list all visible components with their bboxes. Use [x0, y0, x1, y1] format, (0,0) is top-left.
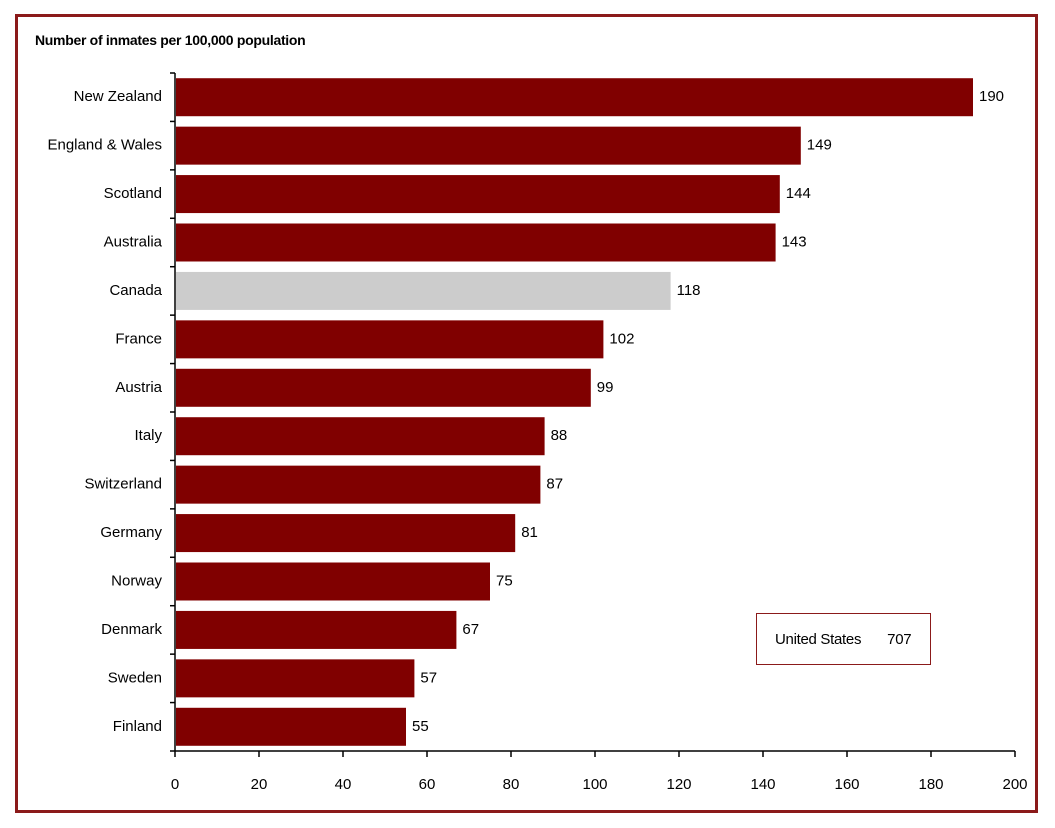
- bar: [176, 562, 490, 601]
- category-label: Austria: [115, 379, 162, 396]
- category-label: Canada: [109, 282, 162, 299]
- bar: [176, 78, 973, 117]
- bar: [176, 610, 457, 649]
- data-label: 75: [496, 572, 513, 589]
- x-tick-label: 20: [251, 776, 268, 793]
- bar: [176, 320, 604, 359]
- bar: [176, 465, 541, 504]
- x-tick-label: 180: [918, 776, 943, 793]
- category-label: Switzerland: [84, 476, 162, 493]
- category-label: Norway: [111, 572, 162, 589]
- category-label: France: [115, 330, 162, 347]
- category-label: Denmark: [101, 621, 162, 638]
- x-tick-label: 140: [750, 776, 775, 793]
- bar: [176, 417, 545, 456]
- bar: [176, 368, 591, 407]
- data-label: 87: [546, 476, 563, 493]
- united-states-annotation: United States 707: [756, 613, 931, 665]
- data-label: 149: [807, 137, 832, 154]
- data-label: 118: [677, 282, 701, 299]
- data-label: 190: [979, 88, 1004, 105]
- bar: [176, 175, 780, 214]
- data-label: 99: [597, 379, 614, 396]
- bar: [176, 126, 801, 165]
- category-label: Scotland: [104, 185, 162, 202]
- bar: [176, 707, 406, 746]
- x-tick-label: 60: [419, 776, 436, 793]
- bar: [176, 271, 671, 310]
- x-tick-label: 100: [582, 776, 607, 793]
- x-tick-label: 120: [666, 776, 691, 793]
- data-label: 102: [609, 330, 634, 347]
- chart-title: Number of inmates per 100,000 population: [35, 32, 306, 48]
- category-label: Australia: [104, 233, 163, 250]
- category-label: Finland: [113, 718, 162, 735]
- category-label: Sweden: [108, 669, 162, 686]
- data-label: 55: [412, 718, 429, 735]
- data-label: 144: [786, 185, 811, 202]
- annotation-value: 707: [887, 630, 912, 648]
- x-tick-label: 40: [335, 776, 352, 793]
- category-label: Italy: [134, 427, 162, 444]
- x-tick-label: 200: [1002, 776, 1027, 793]
- bar: [176, 659, 415, 698]
- category-label: England & Wales: [47, 137, 162, 154]
- x-tick-label: 160: [834, 776, 859, 793]
- category-label: New Zealand: [74, 88, 162, 105]
- bar: [176, 514, 516, 553]
- data-label: 81: [521, 524, 538, 541]
- data-label: 57: [420, 669, 437, 686]
- data-label: 143: [782, 233, 807, 250]
- data-label: 67: [462, 621, 479, 638]
- annotation-label: United States: [775, 630, 862, 648]
- data-label: 88: [551, 427, 568, 444]
- bar: [176, 223, 776, 262]
- chart-frame: [15, 14, 1038, 813]
- category-label: Germany: [100, 524, 162, 541]
- x-tick-label: 0: [171, 776, 179, 793]
- x-tick-label: 80: [503, 776, 520, 793]
